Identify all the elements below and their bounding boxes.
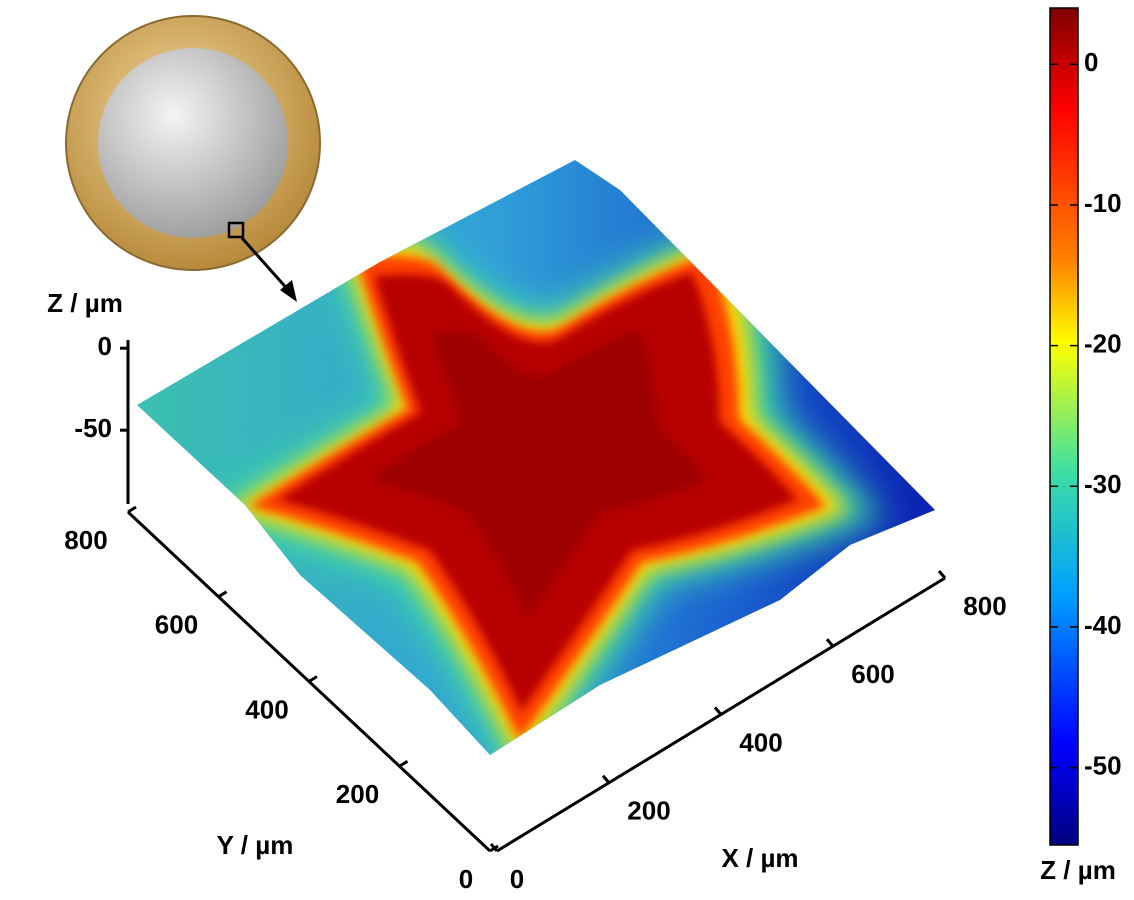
y-tick: [398, 759, 409, 768]
y-tick-label: 600: [155, 610, 198, 640]
z-tick-label: -50: [74, 413, 112, 443]
y-axis-label: Y / µm: [217, 830, 294, 860]
y-tick: [308, 675, 318, 683]
x-axis-label: X / µm: [721, 843, 798, 873]
coin-inset: [65, 15, 321, 302]
x-tick: [601, 774, 611, 784]
colorbar-label: Z / µm: [1040, 855, 1116, 885]
colorbar-tick-label: 0: [1084, 47, 1098, 77]
z-axis-label: Z / µm: [47, 288, 123, 318]
x-tick-label: 400: [739, 727, 782, 757]
x-tick-label: 200: [627, 796, 670, 826]
y-tick-label: 400: [245, 694, 288, 724]
z-tick-label: 0: [98, 331, 112, 361]
x-tick-label: 800: [963, 591, 1006, 621]
surface: [137, 160, 935, 755]
colorbar-tick-label: -10: [1084, 188, 1122, 218]
colorbar-tick-label: -30: [1084, 469, 1122, 499]
colorbar-tick-label: -40: [1084, 610, 1122, 640]
colorbar: [1049, 7, 1079, 846]
colorbar-tick-label: -50: [1084, 751, 1122, 781]
x-tick: [713, 706, 723, 716]
x-tick: [937, 570, 947, 579]
y-tick-label: 200: [336, 779, 379, 809]
colorbar-tick-label: -20: [1084, 328, 1122, 358]
y-tick-label: 800: [64, 525, 107, 555]
x-tick: [825, 638, 835, 648]
y-tick: [127, 505, 137, 514]
y-tick: [217, 590, 228, 599]
y-tick: [489, 844, 499, 853]
x-tick-label: 600: [851, 659, 894, 689]
y-tick-label: 0: [459, 864, 473, 894]
x-tick-label: 0: [510, 864, 524, 894]
